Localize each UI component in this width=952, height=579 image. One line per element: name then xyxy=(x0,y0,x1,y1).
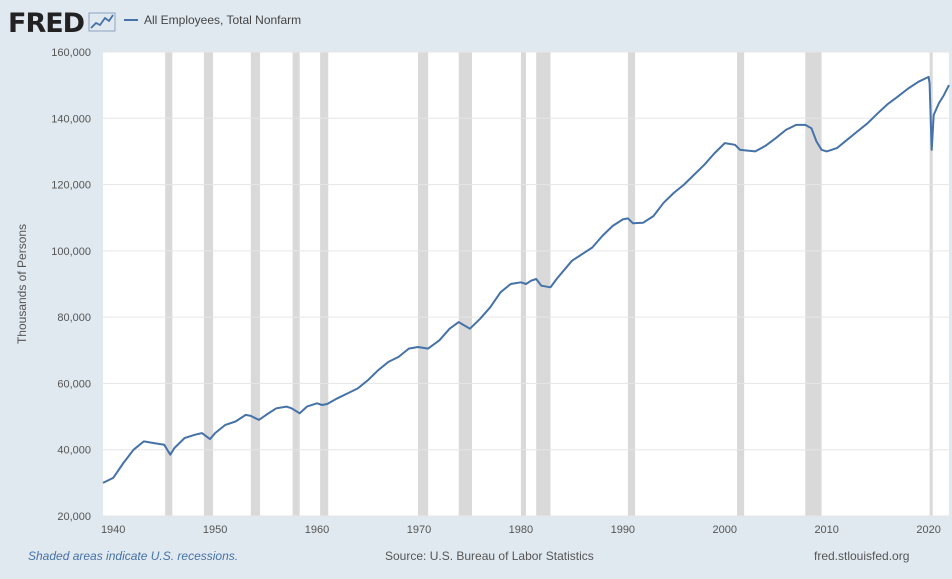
y-tick-label: 60,000 xyxy=(57,378,91,390)
recession-band xyxy=(736,52,745,516)
x-tick-label: 1970 xyxy=(407,524,431,536)
y-tick-label: 100,000 xyxy=(51,246,91,258)
recession-band xyxy=(203,52,214,516)
source-note: Source: U.S. Bureau of Labor Statistics xyxy=(385,549,594,563)
line-chart-icon xyxy=(88,12,116,32)
recession-band xyxy=(536,52,551,516)
x-tick-label: 2020 xyxy=(916,524,940,536)
recession-note: Shaded areas indicate U.S. recessions. xyxy=(28,549,239,563)
recession-band xyxy=(165,52,173,516)
y-tick-label: 160,000 xyxy=(51,47,91,59)
recession-band xyxy=(250,52,260,516)
recession-band xyxy=(805,52,822,516)
x-tick-label: 2000 xyxy=(713,524,737,536)
site-link[interactable]: fred.stlouisfed.org xyxy=(814,549,910,563)
legend-swatch xyxy=(124,19,138,21)
y-tick-label: 20,000 xyxy=(57,511,91,523)
x-tick-label: 1950 xyxy=(203,524,227,536)
y-tick-label: 120,000 xyxy=(51,180,91,192)
recession-band xyxy=(292,52,300,516)
recession-band xyxy=(458,52,472,516)
recession-band xyxy=(320,52,329,516)
grid-layer xyxy=(103,51,949,517)
legend-label: All Employees, Total Nonfarm xyxy=(144,13,302,27)
series-layer xyxy=(102,75,950,484)
recession-band xyxy=(627,52,636,516)
recession-layer xyxy=(165,52,933,516)
x-axis: 1940 1950 1960 1970 1980 1990 2000 2010 2020 xyxy=(101,524,941,536)
fred-logo[interactable]: FRED xyxy=(8,8,85,39)
chart-header: FRED All Employees, Total Nonfarm xyxy=(0,0,952,44)
y-axis: 20,000 40,000 60,000 80,000 100,000 120,000 14… xyxy=(51,47,91,523)
recession-band xyxy=(417,52,429,516)
x-tick-label: 1960 xyxy=(305,524,329,536)
x-tick-label: 1980 xyxy=(509,524,533,536)
chart-footer: Shaded areas indicate U.S. recessions. S… xyxy=(0,549,952,573)
chart-legend: All Employees, Total Nonfarm xyxy=(124,13,301,27)
x-tick-label: 2010 xyxy=(814,524,838,536)
y-tick-label: 140,000 xyxy=(51,113,91,125)
recession-band xyxy=(929,52,933,516)
x-tick-label: 1990 xyxy=(611,524,635,536)
y-axis-label: Thousands of Persons xyxy=(15,224,29,344)
y-tick-label: 80,000 xyxy=(57,312,91,324)
y-tick-label: 40,000 xyxy=(57,445,91,457)
series-line xyxy=(102,75,950,484)
x-tick-label: 1940 xyxy=(101,524,125,536)
